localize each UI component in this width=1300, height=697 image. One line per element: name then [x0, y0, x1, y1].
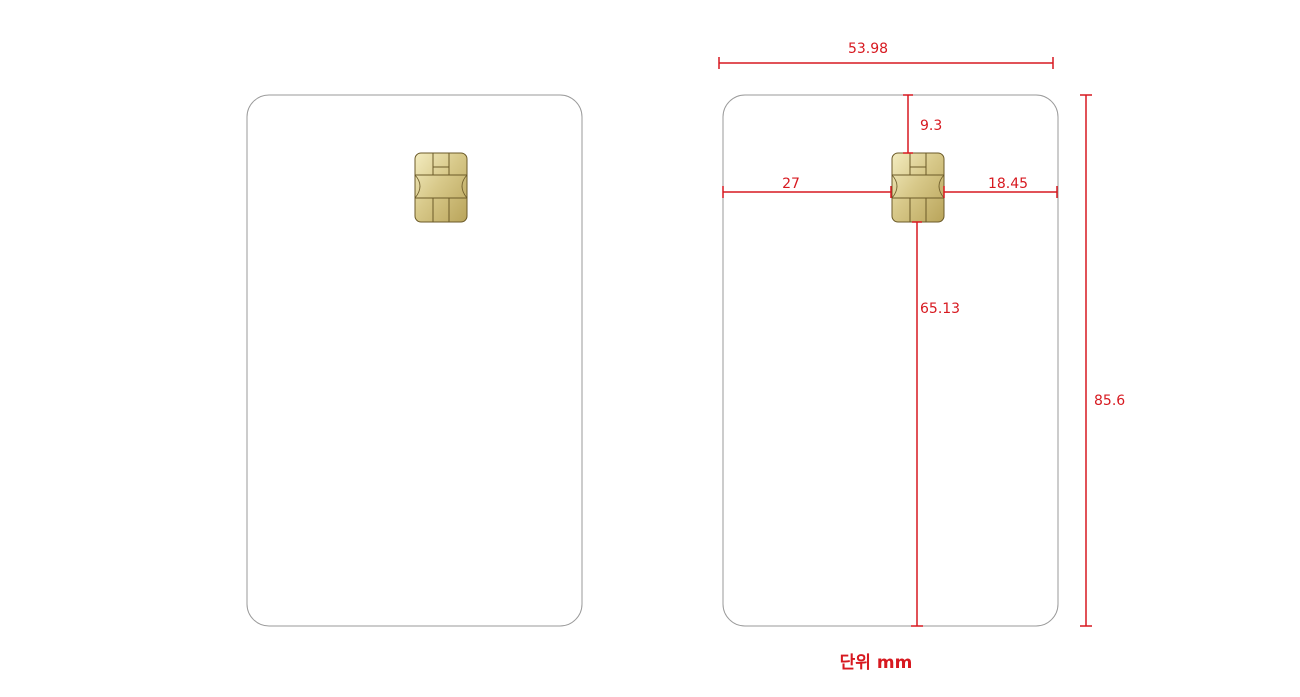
plain-card	[246, 94, 583, 627]
dimension-lines	[718, 57, 1092, 627]
unit-label: 단위 mm	[840, 653, 913, 673]
card-width-line	[718, 57, 1054, 69]
chip-right-offset-line	[943, 186, 1058, 198]
chip-icon	[414, 152, 468, 223]
chip-bottom-offset-line	[911, 221, 923, 627]
chip-icon	[891, 152, 945, 223]
card-height-label: 85.6	[1094, 393, 1125, 409]
chip-bottom-offset-label: 65.13	[920, 301, 960, 317]
card-width-label: 53.98	[848, 41, 888, 57]
dimensioned-card-outline	[722, 94, 1059, 627]
chip-top-offset-label: 9.3	[920, 118, 942, 134]
dimensioned-card	[722, 94, 1059, 627]
chip-left-offset-label: 27	[782, 176, 800, 192]
chip-top-offset-line	[903, 94, 913, 154]
chip-right-offset-label: 18.45	[988, 176, 1028, 192]
card-height-line	[1080, 94, 1092, 627]
chip-left-offset-line	[722, 186, 892, 198]
plain-card-outline	[246, 94, 583, 627]
